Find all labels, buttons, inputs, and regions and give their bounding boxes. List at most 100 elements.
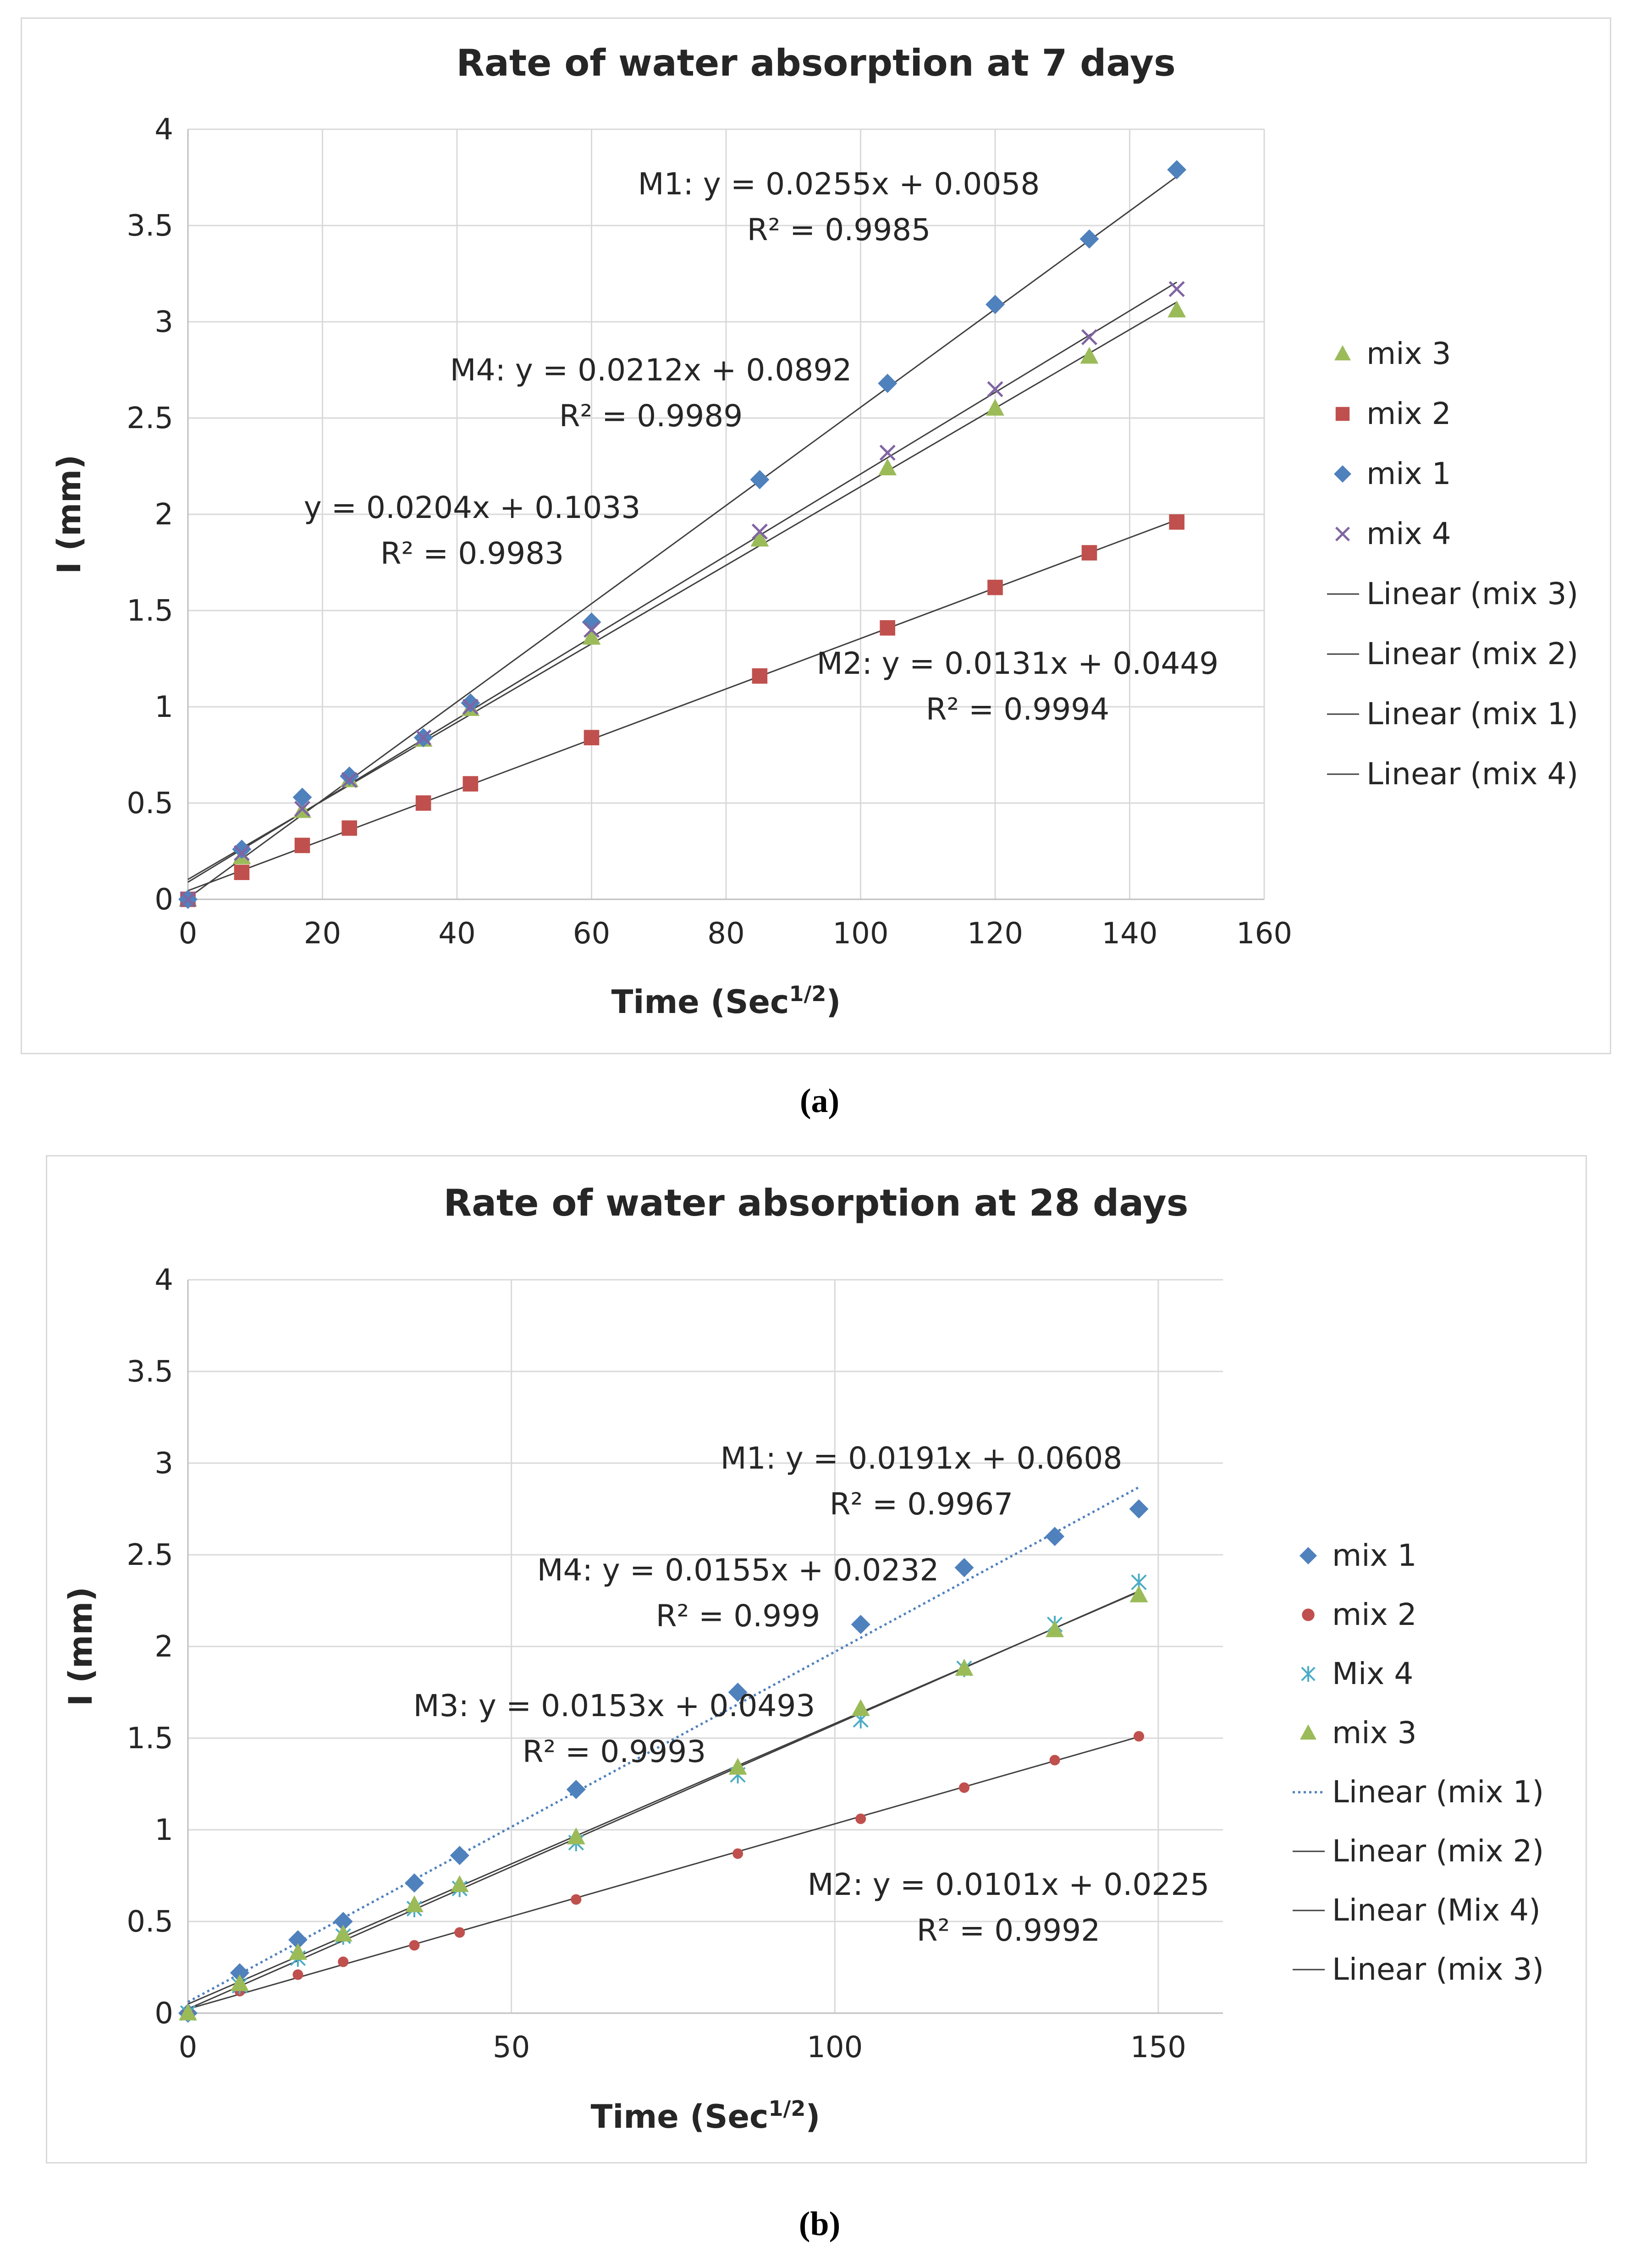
x-tick-label: 0 <box>179 2031 198 2064</box>
legend-label: Mix 4 <box>1332 1656 1413 1691</box>
data-point <box>341 772 358 788</box>
legend-marker <box>1300 1724 1317 1740</box>
data-point <box>294 801 310 817</box>
data-point <box>986 295 1005 314</box>
data-point <box>1046 1620 1064 1637</box>
data-point <box>292 787 312 807</box>
y-tick-label: 0 <box>154 883 173 917</box>
y-tick-label: 1.5 <box>127 1722 173 1756</box>
data-point <box>409 1940 420 1951</box>
data-point <box>1168 281 1185 297</box>
data-point <box>454 1927 465 1938</box>
x-axis-title-close: ) <box>805 2098 820 2136</box>
data-point <box>750 529 769 547</box>
chart-0: 00.511.522.533.540 20 40 60 80 100 120 140 160Ra… <box>50 42 1578 1021</box>
legend-label: mix 1 <box>1332 1538 1417 1573</box>
y-tick-label: 1 <box>154 1813 173 1847</box>
data-point <box>1129 1585 1148 1602</box>
trendline-equation: M2: y = 0.0131x + 0.0449 <box>817 646 1219 681</box>
data-point <box>1169 514 1185 530</box>
data-point <box>340 766 359 786</box>
data-point <box>334 1925 352 1942</box>
data-point <box>405 1895 424 1912</box>
legend-marker <box>1334 345 1351 361</box>
legend-label: mix 1 <box>1366 456 1451 491</box>
data-point <box>1167 160 1187 180</box>
data-point <box>404 1873 424 1893</box>
legend-label: Linear (mix 3) <box>1366 576 1578 611</box>
x-tick-label: 40 <box>438 917 475 951</box>
data-point <box>292 1969 303 1980</box>
y-tick-label: 4 <box>154 113 173 147</box>
trendline-equation: M4: y = 0.0155x + 0.0232 <box>537 1552 939 1588</box>
legend-label: Linear (mix 4) <box>1366 756 1578 792</box>
trendline-equation: y = 0.0204x + 0.1033 <box>304 490 641 525</box>
legend-marker <box>1335 526 1350 542</box>
trendline-equation: M1: y = 0.0255x + 0.0058 <box>638 166 1040 202</box>
data-point <box>878 458 897 475</box>
legend-marker <box>1302 1608 1315 1621</box>
trendline-2 <box>187 176 1178 899</box>
x-tick-label: 100 <box>807 2031 863 2064</box>
data-point <box>179 2004 197 2020</box>
data-point <box>851 1699 870 1716</box>
chart-title: Rate of water absorption at 28 days <box>443 1182 1188 1224</box>
trendline-r-squared: R² = 0.9967 <box>830 1486 1013 1522</box>
series-0 <box>179 300 1186 907</box>
subfigure-label-b: (b) <box>798 2205 841 2243</box>
legend-label: mix 4 <box>1366 516 1451 551</box>
trendline-r-squared: R² = 0.9994 <box>926 692 1110 727</box>
trendline-r-squared: R² = 0.999 <box>656 1598 821 1634</box>
x-tick-label: 100 <box>832 917 888 951</box>
data-point <box>880 620 895 636</box>
x-tick-label: 60 <box>573 917 610 951</box>
y-axis-title: I (mm) <box>50 455 88 574</box>
data-point <box>463 776 479 792</box>
data-point <box>986 399 1004 416</box>
series-3 <box>179 1585 1148 2020</box>
legend-label: Linear (Mix 4) <box>1332 1893 1541 1928</box>
data-point <box>584 730 600 745</box>
x-axis-title-close: ) <box>826 983 841 1021</box>
data-point <box>582 612 601 632</box>
data-point <box>878 374 898 393</box>
y-axis-title: I (mm) <box>62 1587 99 1706</box>
trendline-r-squared: R² = 0.9983 <box>380 536 564 571</box>
x-tick-label: 160 <box>1236 917 1292 951</box>
data-point <box>732 1848 743 1859</box>
y-tick-label: 0.5 <box>127 1905 173 1939</box>
y-tick-label: 1 <box>154 690 173 724</box>
trendline-equation: M2: y = 0.0101x + 0.0225 <box>808 1867 1210 1902</box>
data-point <box>1081 545 1097 561</box>
y-tick-label: 3.5 <box>127 209 173 243</box>
legend-marker <box>1334 465 1351 483</box>
legend-label: Linear (mix 1) <box>1366 696 1578 732</box>
data-point <box>288 1930 308 1949</box>
data-point <box>341 820 357 836</box>
x-tick-label: 140 <box>1101 917 1157 951</box>
x-tick-label: 80 <box>707 917 744 951</box>
y-tick-label: 0 <box>154 1997 173 2031</box>
data-point <box>415 729 432 746</box>
x-axis-title-superscript: 1/2 <box>789 981 826 1006</box>
series-3 <box>180 281 1185 908</box>
legend-label: mix 3 <box>1366 336 1451 371</box>
data-point <box>1081 329 1097 346</box>
data-point <box>230 1974 249 1991</box>
trendline-r-squared: R² = 0.9989 <box>559 398 743 434</box>
trendline-r-squared: R² = 0.9985 <box>747 212 931 248</box>
data-point <box>728 1683 748 1702</box>
y-tick-label: 1.5 <box>127 594 173 628</box>
trendline-equation: M4: y = 0.0212x + 0.0892 <box>450 352 852 388</box>
data-point <box>1167 300 1186 318</box>
legend-label: Linear (mix 2) <box>1332 1833 1544 1869</box>
data-point <box>567 1828 585 1844</box>
subfigure-label-a: (a) <box>799 1082 840 1120</box>
data-point <box>958 1782 970 1793</box>
x-axis-title: Time (Sec1/2) <box>611 981 841 1021</box>
chart-panel-b <box>46 1155 1587 2163</box>
y-tick-label: 3.5 <box>127 1355 173 1389</box>
x-tick-label: 50 <box>493 2031 530 2064</box>
legend-marker <box>1301 1666 1316 1682</box>
